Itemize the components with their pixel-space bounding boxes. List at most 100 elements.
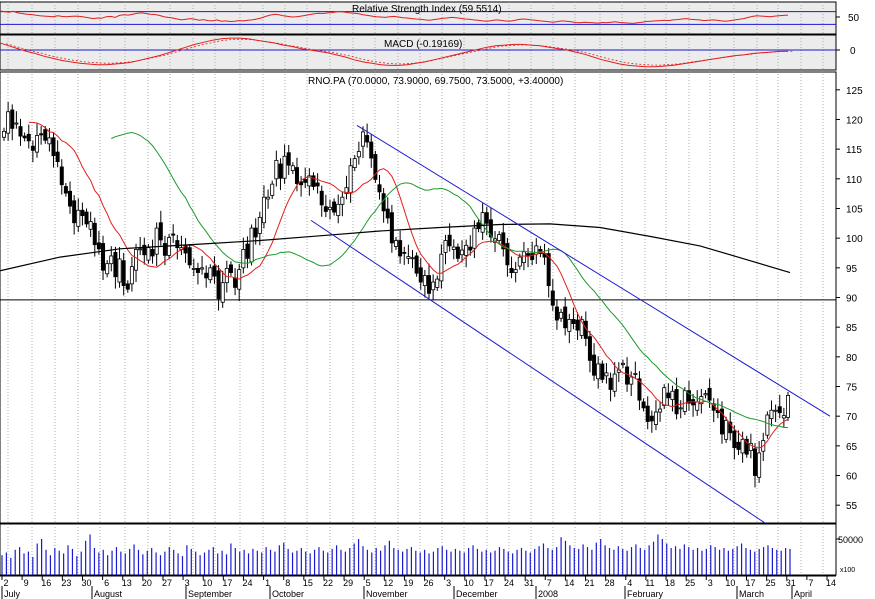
candle-body bbox=[377, 184, 382, 193]
candle-body bbox=[88, 221, 93, 230]
candle-body bbox=[10, 109, 15, 129]
candle-body bbox=[142, 244, 147, 256]
candle bbox=[138, 236, 143, 256]
candle-body bbox=[249, 227, 254, 263]
candle bbox=[427, 263, 432, 299]
x-day-label: 23 bbox=[61, 578, 71, 588]
candle bbox=[579, 315, 584, 340]
candle-body bbox=[2, 130, 7, 138]
volume-multiplier: x100 bbox=[840, 567, 855, 574]
candle bbox=[212, 256, 217, 284]
candle-body bbox=[278, 163, 283, 179]
macd-line bbox=[0, 37, 789, 68]
x-day-label: 30 bbox=[81, 578, 91, 588]
candle bbox=[600, 360, 605, 383]
candle-body bbox=[497, 234, 502, 241]
candle-body bbox=[633, 373, 638, 375]
candle bbox=[18, 118, 23, 146]
rsi-label: Relative Strength Index (59.5514) bbox=[352, 4, 502, 15]
candle-body bbox=[600, 363, 605, 380]
candle bbox=[10, 104, 15, 141]
candle-body bbox=[554, 306, 559, 321]
candle bbox=[674, 377, 679, 420]
candle-body bbox=[336, 203, 341, 217]
candle bbox=[563, 297, 568, 336]
x-day-label: 17 bbox=[484, 578, 494, 588]
candle bbox=[447, 223, 452, 252]
x-day-label: 26 bbox=[424, 578, 434, 588]
moving-average-black bbox=[0, 223, 791, 274]
candle-body bbox=[327, 206, 332, 211]
y-tick-120: 120 bbox=[846, 115, 863, 126]
candle-body bbox=[299, 181, 304, 186]
y-tick-110: 110 bbox=[846, 175, 862, 186]
candle-body bbox=[530, 253, 535, 260]
channel-upper-line bbox=[356, 124, 831, 417]
candle bbox=[290, 162, 295, 175]
candle bbox=[451, 239, 456, 260]
candle bbox=[666, 383, 671, 406]
candle-body bbox=[443, 240, 448, 253]
candle-body bbox=[728, 421, 733, 434]
candle bbox=[567, 313, 572, 344]
candle-body bbox=[719, 408, 724, 435]
candle-body bbox=[241, 249, 246, 269]
candle-body bbox=[294, 167, 299, 184]
candle bbox=[645, 396, 650, 430]
candle-body bbox=[662, 387, 667, 406]
candle bbox=[501, 223, 506, 257]
candle-body bbox=[307, 175, 312, 187]
x-day-label: 12 bbox=[383, 578, 393, 588]
candle-body bbox=[389, 212, 394, 244]
candle-body bbox=[63, 186, 68, 194]
volume-bars bbox=[1, 534, 791, 575]
y-tick-100: 100 bbox=[846, 234, 863, 245]
candle bbox=[51, 132, 56, 168]
candle bbox=[620, 359, 625, 369]
candle-body bbox=[212, 265, 217, 277]
x-day-label: 4 bbox=[627, 578, 632, 588]
candle-body bbox=[670, 390, 675, 400]
candle bbox=[257, 211, 262, 246]
candle bbox=[653, 400, 658, 431]
x-day-label: 14 bbox=[564, 578, 574, 588]
candle-body bbox=[765, 414, 770, 436]
candle-body bbox=[447, 234, 452, 247]
candle bbox=[101, 235, 106, 280]
candle bbox=[323, 194, 328, 218]
candle-body bbox=[484, 212, 489, 224]
macd-signal-line bbox=[5, 38, 795, 66]
candle-body bbox=[637, 378, 642, 401]
candle bbox=[773, 404, 778, 423]
x-day-label: 24 bbox=[504, 578, 514, 588]
candle-body bbox=[96, 242, 101, 250]
candle-body bbox=[521, 251, 526, 263]
candle-body bbox=[228, 264, 233, 273]
candle-body bbox=[464, 244, 469, 256]
candle-body bbox=[653, 411, 658, 425]
candle bbox=[63, 182, 68, 197]
candle-body bbox=[200, 267, 205, 270]
candle bbox=[117, 247, 122, 288]
candle-body bbox=[666, 392, 671, 399]
candle bbox=[92, 217, 97, 257]
candle-body bbox=[360, 131, 365, 147]
candle-body bbox=[138, 248, 143, 251]
x-day-label: 19 bbox=[403, 578, 413, 588]
y-tick-70: 70 bbox=[846, 412, 858, 423]
candle bbox=[125, 280, 130, 293]
candle-body bbox=[559, 311, 564, 319]
candle-body bbox=[191, 268, 196, 270]
candle bbox=[455, 243, 460, 262]
candle bbox=[286, 144, 291, 175]
x-month-label: March bbox=[739, 589, 764, 599]
candles bbox=[2, 101, 791, 488]
y-tick-115: 115 bbox=[846, 145, 862, 156]
x-day-label: 7 bbox=[808, 578, 813, 588]
candle-body bbox=[695, 401, 700, 411]
x-day-label: 21 bbox=[585, 578, 595, 588]
price-y-axis: 125 120 115 110 105 100 95 90 85 80 75 70 65 60 55 bbox=[836, 86, 863, 512]
candle bbox=[261, 185, 266, 229]
candle bbox=[649, 410, 654, 433]
x-day-label: 18 bbox=[665, 578, 675, 588]
